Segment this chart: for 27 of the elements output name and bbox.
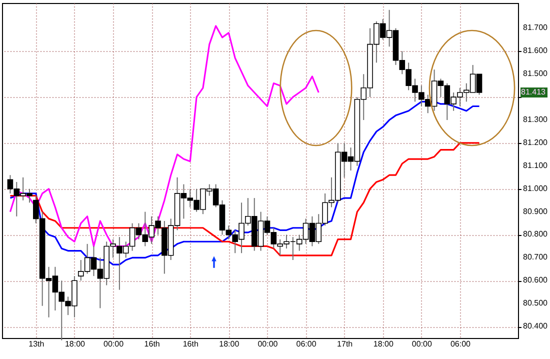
y-tick-label: 80.500 [523, 298, 548, 308]
y-tick-label: 80.600 [523, 276, 548, 285]
x-tick-label: 18:00 [64, 340, 86, 348]
y-tick-label: 81.200 [523, 138, 548, 147]
x-tick-label: 17th [337, 340, 353, 348]
x-tick-label: 00:00 [104, 340, 124, 348]
y-tick-label: 81.000 [523, 184, 548, 193]
x-tick-label: 16th [182, 340, 198, 348]
text: 81.413 [521, 87, 546, 96]
y-tick-label: 81.600 [523, 46, 548, 56]
y-tick-label: 80.900 [523, 206, 548, 216]
x-tick-label: 00:00 [258, 340, 278, 348]
y-tick-label: 80.700 [523, 252, 548, 262]
y-tick-label: 81.300 [523, 115, 548, 124]
y-tick-label: 80.800 [523, 230, 548, 239]
x-tick-label: 00:00 [412, 340, 432, 348]
x-tick-label: 06:00 [450, 340, 472, 348]
y-tick-label: 81.500 [523, 69, 548, 78]
y-tick-label: 81.700 [523, 23, 548, 32]
x-tick-label: 16th [144, 340, 160, 348]
x-tick-label: 06:00 [296, 340, 317, 348]
x-tick-label: 18:00 [373, 340, 394, 348]
line-series [9, 142, 480, 256]
y-tick-label: 80.400 [523, 322, 548, 331]
y-tick-label: 81.100 [523, 160, 548, 170]
x-tick-label: 13th [28, 340, 44, 348]
x-tick-label: 18:00 [219, 340, 240, 348]
